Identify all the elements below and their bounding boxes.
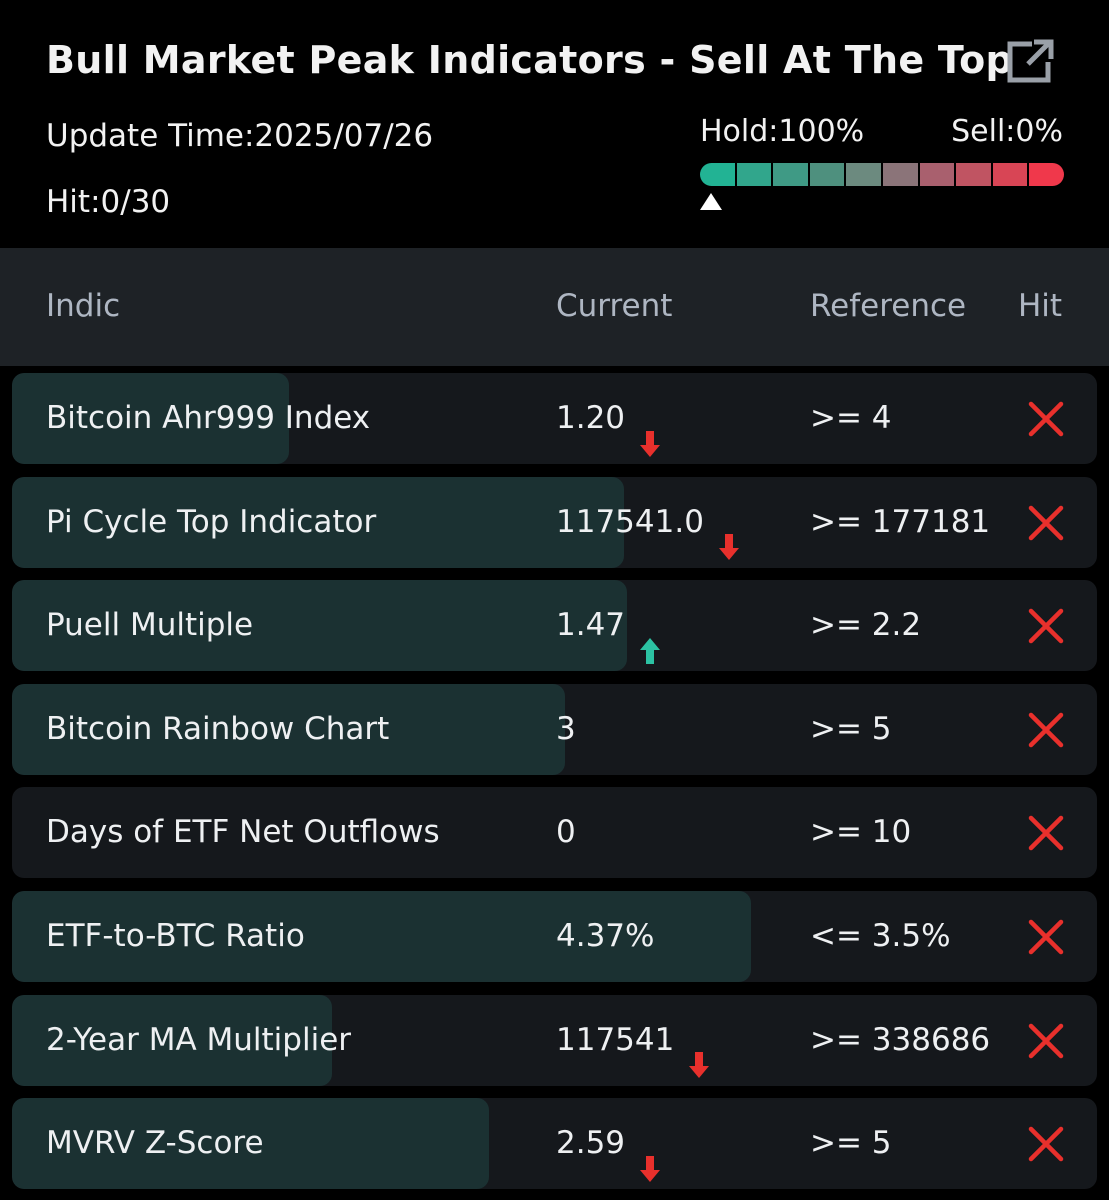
column-header-indic: Indic (46, 288, 121, 324)
gauge-segment (992, 163, 1028, 186)
table-row[interactable]: ETF-to-BTC Ratio 4.37% <= 3.5% (12, 891, 1097, 982)
indicator-name: MVRV Z-Score (46, 1125, 264, 1162)
current-value-cell: 1.47 (556, 580, 661, 671)
close-icon (1028, 712, 1064, 748)
current-value: 4.37% (556, 918, 655, 954)
reference-value: >= 4 (810, 400, 892, 436)
progress-bar (12, 994, 333, 1086)
column-header-current: Current (556, 288, 673, 324)
progress-bar (12, 373, 289, 464)
table-row[interactable]: Pi Cycle Top Indicator 117541.0 >= 177181 (12, 476, 1097, 568)
close-icon (1028, 401, 1064, 437)
indicator-name: 2-Year MA Multiplier (46, 1021, 352, 1058)
current-value-cell: 117541.0 (556, 477, 740, 568)
indicator-name: Days of ETF Net Outflows (46, 814, 440, 851)
arrow-down-icon (718, 507, 740, 561)
arrow-down-icon (639, 1129, 661, 1182)
gauge-segment (773, 163, 808, 186)
reference-value: <= 3.5% (810, 918, 951, 954)
current-value-cell: 2.59 (556, 1098, 661, 1189)
reference-value: >= 338686 (810, 1021, 991, 1058)
page-title: Bull Market Peak Indicators - Sell At Th… (46, 38, 1014, 82)
arrow-up-icon (639, 611, 661, 664)
share-icon[interactable] (1004, 38, 1054, 84)
close-icon (1028, 815, 1064, 851)
hit-count: Hit:0/30 (46, 184, 171, 220)
reference-value: >= 5 (810, 1125, 892, 1162)
progress-bar (12, 891, 751, 982)
close-icon (1028, 608, 1064, 644)
close-icon (1028, 919, 1064, 955)
table-row[interactable]: Bitcoin Ahr999 Index 1.20 >= 4 (12, 373, 1097, 464)
current-value: 117541 (556, 1021, 675, 1058)
arrow-down-icon (639, 404, 661, 457)
close-icon (1028, 1023, 1064, 1059)
close-icon (1028, 505, 1064, 541)
reference-value: >= 2.2 (810, 607, 922, 644)
table-row[interactable]: Bitcoin Rainbow Chart 3 >= 5 (12, 683, 1097, 775)
indicator-name: Puell Multiple (46, 607, 254, 644)
progress-bar (12, 683, 566, 775)
reference-value: >= 177181 (810, 503, 991, 540)
gauge-segment (809, 163, 845, 186)
update-time: Update Time:2025/07/26 (46, 118, 434, 154)
progress-bar (12, 476, 624, 568)
gauge-segment (1029, 163, 1064, 186)
current-value: 0 (556, 814, 576, 851)
current-value: 1.20 (556, 400, 626, 436)
gauge-segment (846, 163, 881, 186)
gauge-segment (882, 163, 918, 186)
current-value: 3 (556, 710, 576, 747)
table-row[interactable]: 2-Year MA Multiplier 117541 >= 338686 (12, 994, 1097, 1086)
current-value: 117541.0 (556, 503, 704, 540)
table-row[interactable]: Puell Multiple 1.47 >= 2.2 (12, 580, 1097, 672)
gauge-segment (919, 163, 955, 186)
header: Bull Market Peak Indicators - Sell At Th… (0, 0, 1109, 248)
hold-sell-gauge (700, 163, 1064, 186)
indicator-name: Bitcoin Ahr999 Index (46, 400, 371, 436)
table-row[interactable]: MVRV Z-Score 2.59 >= 5 (12, 1098, 1097, 1190)
progress-bar (12, 1098, 490, 1190)
gauge-segment (700, 163, 735, 186)
current-value-cell: 3 (556, 684, 576, 775)
gauge-segment (736, 163, 772, 186)
current-value-cell: 117541 (556, 995, 710, 1086)
gauge-marker-icon (700, 193, 722, 210)
table-row[interactable]: Days of ETF Net Outflows 0 >= 10 (12, 787, 1097, 879)
sell-label: Sell:0% (951, 114, 1063, 149)
current-value-cell: 4.37% (556, 891, 654, 982)
hold-label: Hold:100% (700, 114, 865, 149)
arrow-down-icon (688, 1025, 710, 1079)
column-header-hit: Hit (1018, 288, 1063, 324)
gauge-segment (956, 163, 991, 186)
current-value: 2.59 (556, 1125, 626, 1162)
column-header-reference: Reference (810, 288, 967, 324)
close-icon (1028, 1126, 1064, 1162)
table-header: Indic Current Reference Hit (0, 248, 1109, 366)
indicator-name: ETF-to-BTC Ratio (46, 918, 305, 954)
reference-value: >= 10 (810, 814, 912, 851)
progress-bar (12, 580, 628, 672)
indicator-name: Pi Cycle Top Indicator (46, 503, 377, 540)
current-value-cell: 1.20 (556, 373, 661, 464)
indicator-name: Bitcoin Rainbow Chart (46, 710, 390, 747)
reference-value: >= 5 (810, 710, 892, 747)
current-value: 1.47 (556, 607, 626, 644)
current-value-cell: 0 (556, 787, 576, 878)
